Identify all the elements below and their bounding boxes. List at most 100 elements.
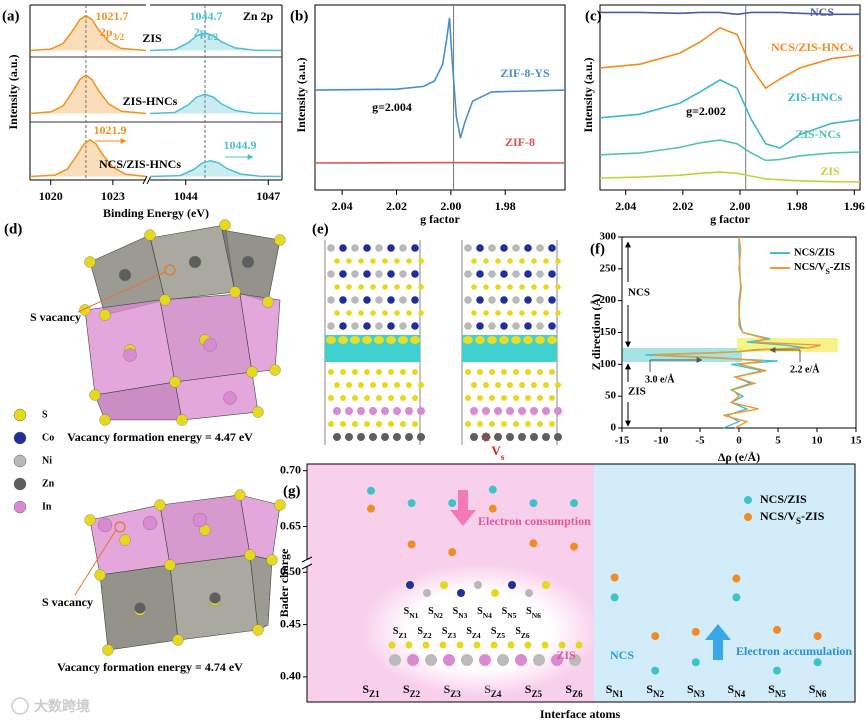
x-tick-label: 1.98 xyxy=(495,199,516,213)
energy-label: Vacancy formation energy = 4.47 eV xyxy=(67,430,253,444)
atom xyxy=(482,407,490,415)
atom xyxy=(488,244,496,252)
charge-density xyxy=(326,336,336,344)
data-point xyxy=(651,632,660,641)
atom xyxy=(274,499,286,511)
atom xyxy=(465,395,471,401)
atom xyxy=(470,433,478,441)
atom xyxy=(119,534,131,546)
atom xyxy=(340,369,346,375)
atom xyxy=(456,641,464,649)
atom xyxy=(393,433,401,441)
x-axis-label: g factor xyxy=(710,212,750,226)
atom xyxy=(495,284,501,290)
atom xyxy=(489,369,495,375)
atom xyxy=(399,322,407,330)
atom xyxy=(507,284,513,290)
data-point xyxy=(651,666,660,675)
y-tick-label: 0.40 xyxy=(280,669,301,683)
atom xyxy=(536,270,544,278)
axis-gap xyxy=(304,560,310,566)
atom xyxy=(274,234,286,246)
atom xyxy=(536,322,544,330)
y-tick-label: 200 xyxy=(600,294,617,306)
x-tick-label: 1.98 xyxy=(787,199,808,213)
atom xyxy=(507,258,513,264)
atom xyxy=(501,369,507,375)
atom xyxy=(411,270,419,278)
atom xyxy=(358,382,364,388)
atom xyxy=(351,244,359,252)
series-label: NCS/ZIS-HNCs xyxy=(771,40,853,54)
legend-label: NCS/VS-ZIS xyxy=(760,509,825,526)
panel-label: (d) xyxy=(4,221,22,237)
x-tick-label: SN2 xyxy=(646,682,664,699)
atom xyxy=(476,244,484,252)
vacancy-label: S vacancy xyxy=(42,595,93,609)
spectrum xyxy=(599,139,861,162)
legend-swatch xyxy=(13,454,27,468)
x-tick-label: 2.00 xyxy=(730,199,751,213)
atom xyxy=(422,641,430,649)
data-point xyxy=(529,499,538,508)
atom xyxy=(518,433,526,441)
atom xyxy=(412,369,418,375)
data-point xyxy=(448,499,457,508)
y-tick-label: 50 xyxy=(605,390,617,402)
atom xyxy=(89,389,101,401)
atom xyxy=(543,310,549,316)
atom xyxy=(518,407,526,415)
region-label: ZIS xyxy=(556,648,576,662)
atom xyxy=(482,433,490,441)
data-point xyxy=(732,574,741,583)
atom xyxy=(142,515,158,531)
atom xyxy=(495,310,501,316)
data-point xyxy=(367,486,375,495)
atom xyxy=(519,284,525,290)
legend-swatch xyxy=(744,496,752,504)
data-point xyxy=(732,593,741,602)
atom xyxy=(387,296,395,304)
inset-label: SN2 xyxy=(428,606,443,620)
atom xyxy=(370,258,376,264)
watermark-icon xyxy=(11,697,29,715)
series-label: ZIS-HNCs xyxy=(788,90,843,104)
atom xyxy=(172,634,184,646)
legend-label: Co xyxy=(42,432,54,443)
atom xyxy=(252,406,264,418)
atom xyxy=(525,395,531,401)
data-point xyxy=(610,573,619,582)
charge-density xyxy=(362,336,372,344)
x-axis-label: Δρ (e/Å) xyxy=(718,450,760,464)
value-label: 2.2 e/Å xyxy=(790,363,820,375)
data-point xyxy=(367,504,375,513)
x-tick-label: -5 xyxy=(695,435,705,447)
atom xyxy=(387,244,395,252)
atom xyxy=(465,421,471,427)
atom xyxy=(483,284,489,290)
charge-density xyxy=(547,336,557,344)
atom xyxy=(84,256,96,268)
atom xyxy=(405,641,413,649)
atom xyxy=(169,376,181,388)
charge-density xyxy=(338,336,348,344)
inset-label: SZ3 xyxy=(442,626,457,640)
shift-label: 1021.9 xyxy=(94,123,127,137)
y-tick-label: 100 xyxy=(600,358,617,370)
atom xyxy=(399,296,407,304)
atom xyxy=(412,421,418,427)
inset-label: SZ2 xyxy=(417,626,432,640)
atom xyxy=(525,369,531,375)
atom xyxy=(406,310,412,316)
atom xyxy=(412,395,418,401)
peak-label: 1044.7 xyxy=(190,9,223,23)
atom xyxy=(524,244,532,252)
atom xyxy=(406,258,412,264)
atom xyxy=(506,433,514,441)
atom xyxy=(465,369,471,375)
atom xyxy=(333,433,341,441)
atom xyxy=(470,407,478,415)
atom xyxy=(464,270,472,278)
atom xyxy=(376,395,382,401)
atom xyxy=(352,395,358,401)
